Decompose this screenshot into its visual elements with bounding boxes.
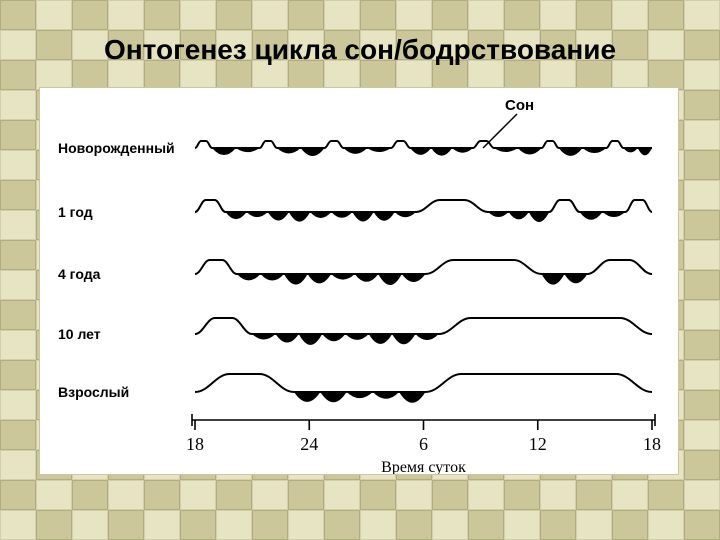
sleep-blob	[277, 148, 325, 156]
wake-trace	[195, 141, 652, 148]
x-axis-title: Время суток	[381, 459, 466, 474]
wake-trace	[195, 318, 652, 334]
sleep-blob	[212, 148, 260, 155]
sleep-blob	[410, 148, 473, 156]
row-label: 4 года	[58, 266, 101, 282]
x-tick-label: 24	[300, 434, 318, 454]
sleep-blob	[226, 212, 416, 222]
x-tick-label: 6	[419, 434, 428, 454]
callout-label: Сон	[505, 97, 534, 114]
sleep-blob	[488, 212, 549, 222]
wake-trace	[195, 260, 652, 274]
sleep-blob	[542, 274, 588, 285]
row-label: Новорожденный	[58, 140, 175, 156]
chart-card: Новорожденный 1 год 4 года 10 лет Взрослый Со…	[40, 88, 678, 474]
sleep-blob	[294, 392, 425, 403]
row-label: 1 год	[58, 204, 93, 220]
sleep-blob	[252, 334, 439, 345]
wake-trace	[195, 374, 652, 392]
sleep-blob	[559, 148, 607, 156]
wake-trace	[195, 200, 652, 212]
chart-svg: Новорожденный 1 год 4 года 10 лет Взрослый Со…	[40, 88, 678, 474]
x-tick-label: 12	[529, 434, 547, 454]
x-tick-label: 18	[643, 434, 661, 454]
callout-line	[483, 114, 517, 148]
sleep-blob	[580, 212, 626, 220]
row-label: Взрослый	[58, 384, 129, 400]
slide: Онтогенез цикла сон/бодрствование Новоро…	[0, 0, 720, 540]
sleep-blob	[237, 274, 426, 285]
slide-title: Онтогенез цикла сон/бодрствование	[0, 34, 720, 66]
sleep-blob	[623, 148, 652, 155]
x-tick-label: 18	[186, 434, 204, 454]
row-label: 10 лет	[58, 326, 101, 342]
